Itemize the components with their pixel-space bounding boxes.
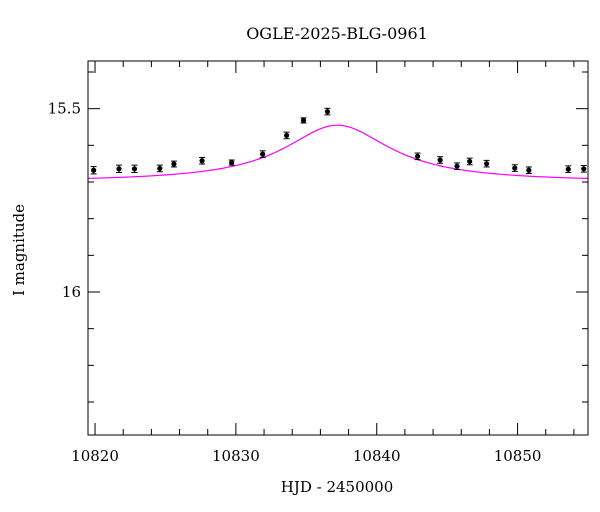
point-marker: [131, 166, 138, 172]
point-marker: [526, 167, 532, 173]
x-tick-label: 10820: [71, 447, 119, 465]
data-point: [300, 117, 307, 124]
data-point: [454, 162, 461, 171]
point-marker: [229, 159, 235, 166]
data-point: [565, 165, 572, 173]
point-marker: [91, 167, 97, 173]
data-point: [156, 164, 163, 173]
point-marker: [512, 165, 518, 171]
y-tick-label: 16: [62, 283, 81, 301]
y-axis-label: I magnitude: [10, 204, 28, 296]
plot-frame: [87, 60, 589, 436]
point-marker: [171, 161, 177, 167]
data-point: [259, 150, 266, 158]
point-marker: [581, 166, 587, 172]
data-point: [511, 164, 518, 172]
axis-ticks: [88, 61, 588, 435]
x-tick-label: 10850: [494, 447, 542, 465]
data-point: [115, 164, 122, 173]
y-tick-label: 15.5: [48, 100, 81, 118]
data-point: [170, 160, 177, 168]
point-marker: [157, 165, 163, 172]
point-marker: [483, 161, 490, 167]
data-point: [437, 156, 444, 164]
data-point: [466, 157, 473, 166]
point-marker: [283, 132, 290, 139]
x-tick-label: 10840: [353, 447, 401, 465]
point-marker: [454, 163, 460, 169]
point-marker: [437, 157, 443, 163]
point-marker: [565, 166, 571, 172]
data-point: [414, 152, 421, 161]
data-point: [580, 165, 587, 173]
point-marker: [324, 109, 331, 115]
x-tick-label: 10830: [212, 447, 260, 465]
point-marker: [199, 158, 205, 164]
chart-title: OGLE-2025-BLG-0961: [246, 24, 428, 43]
data-point: [131, 164, 138, 173]
point-marker: [116, 166, 122, 172]
model-curve: [87, 124, 589, 180]
point-marker: [300, 117, 307, 123]
point-marker: [467, 158, 473, 165]
x-axis-label: HJD - 2450000: [281, 478, 394, 496]
axis-tick-labels: 10820 10830 10840 10850 15.5 16: [48, 100, 542, 465]
data-point: [199, 156, 206, 165]
data-point: [324, 107, 331, 116]
data-point: [483, 159, 490, 168]
data-point: [90, 166, 97, 175]
data-point: [228, 159, 235, 166]
point-marker: [414, 153, 421, 159]
point-marker: [260, 151, 266, 157]
data-point: [283, 131, 290, 140]
data-point: [525, 166, 532, 175]
data-points: [90, 107, 587, 175]
